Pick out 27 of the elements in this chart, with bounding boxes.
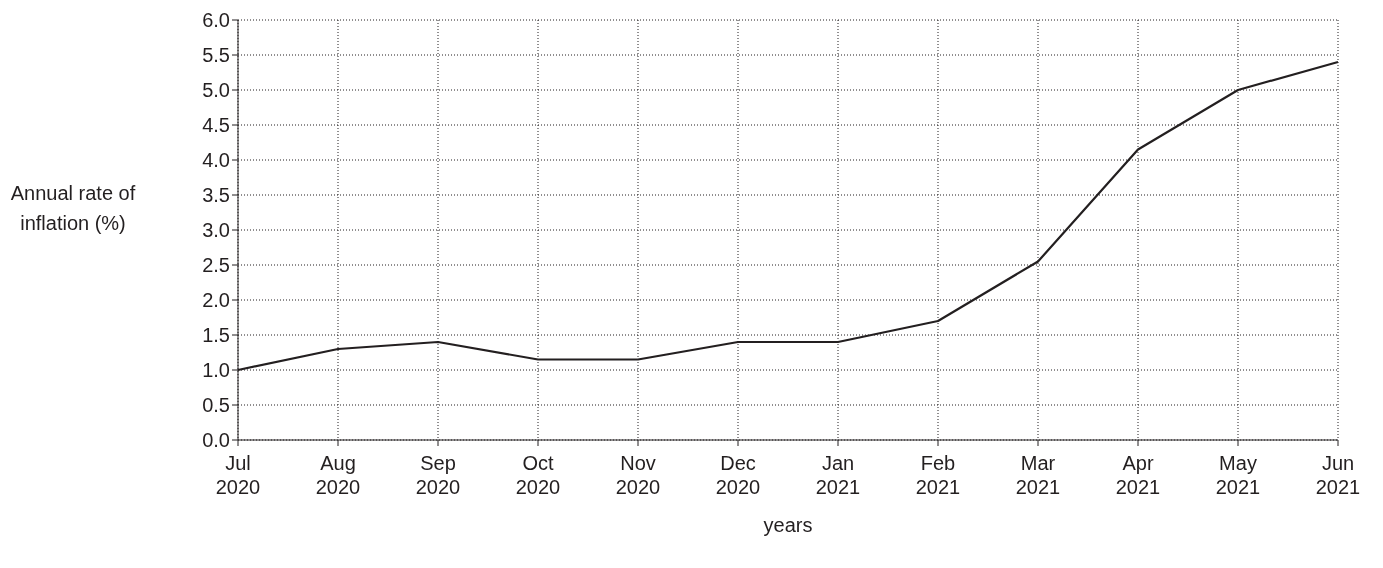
x-tick-label: Jan 2021 xyxy=(815,452,861,498)
y-tick-label: 3.5 xyxy=(202,184,230,207)
x-axis-title: years xyxy=(763,514,813,536)
y-tick-label: 5.5 xyxy=(202,44,230,67)
y-tick-label: 6.0 xyxy=(202,9,230,32)
x-tick-label: Feb 2021 xyxy=(915,452,961,498)
x-tick-label: Apr 2021 xyxy=(1115,452,1161,498)
y-tick-label: 1.0 xyxy=(202,359,230,382)
x-tick-label: Sep 2020 xyxy=(415,452,461,498)
y-tick-label: 0.0 xyxy=(202,429,230,452)
x-tick-label: Aug 2020 xyxy=(315,452,361,498)
x-tick-label: Mar 2021 xyxy=(1015,452,1061,498)
y-tick-label: 4.0 xyxy=(202,149,230,172)
x-tick-label: Jul 2020 xyxy=(215,452,261,498)
x-tick-label: Dec 2020 xyxy=(715,452,761,498)
y-tick-label: 3.0 xyxy=(202,219,230,242)
y-tick-label: 2.5 xyxy=(202,254,230,277)
x-tick-label: May 2021 xyxy=(1215,452,1261,498)
y-axis-title: Annual rate of inflation (%) xyxy=(9,181,137,236)
x-tick-label: Nov 2020 xyxy=(615,452,661,498)
y-tick-label: 1.5 xyxy=(202,324,230,347)
y-tick-label: 2.0 xyxy=(202,289,230,312)
y-tick-label: 5.0 xyxy=(202,79,230,102)
x-tick-label: Oct 2020 xyxy=(515,452,561,498)
y-tick-label: 4.5 xyxy=(202,114,230,137)
x-tick-label: Jun 2021 xyxy=(1315,452,1361,498)
y-tick-label: 0.5 xyxy=(202,394,230,417)
